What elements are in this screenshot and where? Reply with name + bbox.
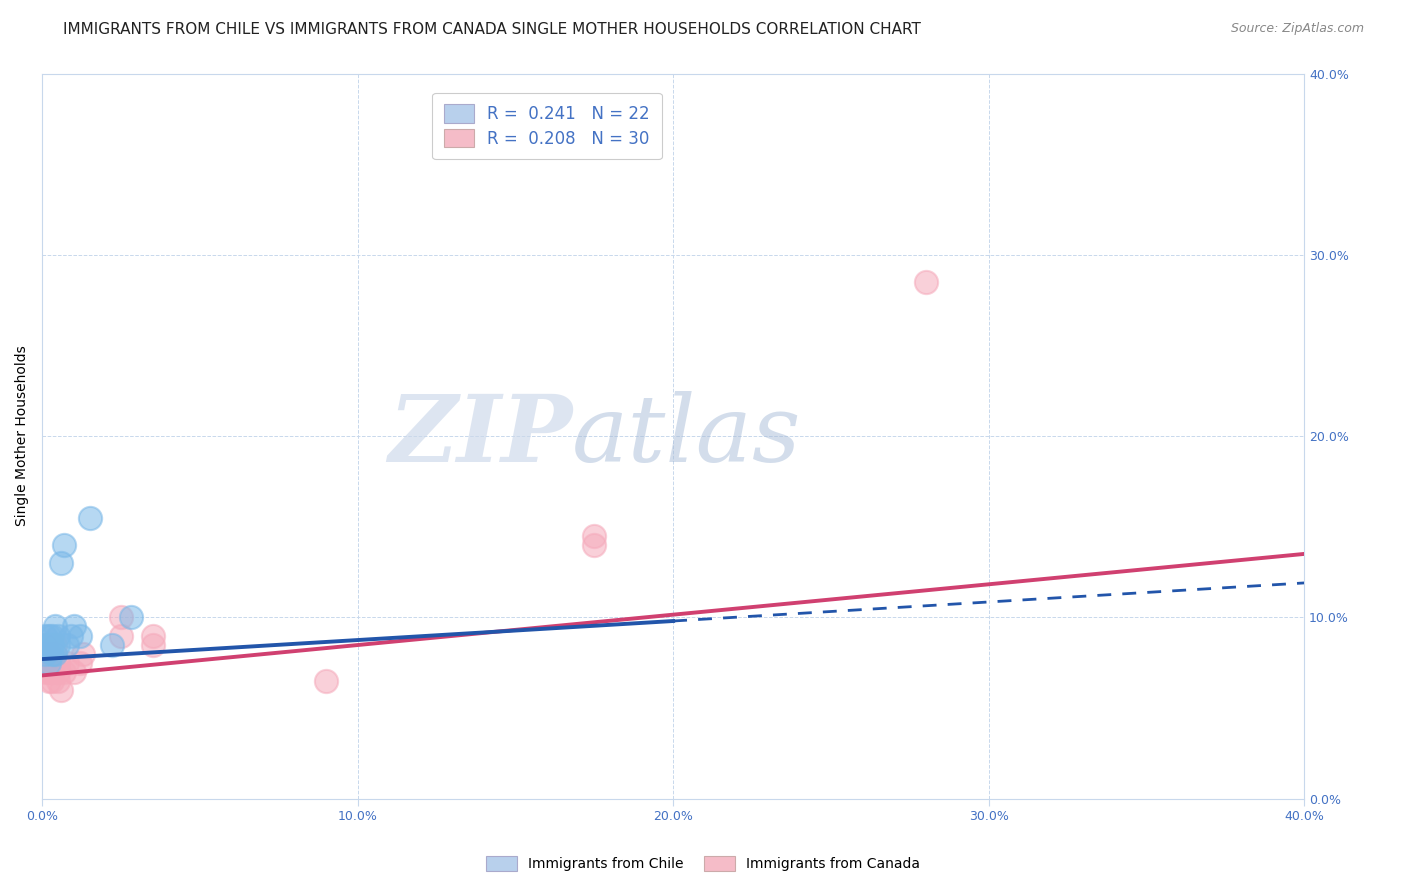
Point xyxy=(34,647,56,661)
Y-axis label: Single Mother Households: Single Mother Households xyxy=(15,346,30,526)
Point xyxy=(41,647,63,661)
Point xyxy=(34,638,56,652)
Point xyxy=(120,610,142,624)
Text: atlas: atlas xyxy=(572,391,801,481)
Point xyxy=(46,628,69,642)
Point xyxy=(49,556,72,570)
Point xyxy=(34,665,56,679)
Point xyxy=(62,665,84,679)
Point xyxy=(110,628,132,642)
Point xyxy=(62,619,84,633)
Point xyxy=(34,638,56,652)
Point xyxy=(110,610,132,624)
Text: Source: ZipAtlas.com: Source: ZipAtlas.com xyxy=(1230,22,1364,36)
Point xyxy=(34,647,56,661)
Point xyxy=(44,638,66,652)
Text: ZIP: ZIP xyxy=(388,391,572,481)
Legend: Immigrants from Chile, Immigrants from Canada: Immigrants from Chile, Immigrants from C… xyxy=(479,849,927,878)
Point xyxy=(59,628,82,642)
Point xyxy=(37,673,59,688)
Point xyxy=(914,275,936,289)
Point xyxy=(37,647,59,661)
Point xyxy=(34,656,56,670)
Point xyxy=(583,538,606,552)
Point xyxy=(37,656,59,670)
Point xyxy=(46,665,69,679)
Point xyxy=(46,656,69,670)
Point xyxy=(37,665,59,679)
Point xyxy=(100,638,122,652)
Text: IMMIGRANTS FROM CHILE VS IMMIGRANTS FROM CANADA SINGLE MOTHER HOUSEHOLDS CORRELA: IMMIGRANTS FROM CHILE VS IMMIGRANTS FROM… xyxy=(63,22,921,37)
Point xyxy=(37,638,59,652)
Point xyxy=(41,673,63,688)
Point xyxy=(41,638,63,652)
Point xyxy=(49,682,72,697)
Point xyxy=(69,656,91,670)
Point xyxy=(142,638,165,652)
Legend: R =  0.241   N = 22, R =  0.208   N = 30: R = 0.241 N = 22, R = 0.208 N = 30 xyxy=(432,93,662,160)
Point xyxy=(44,647,66,661)
Point xyxy=(41,656,63,670)
Point xyxy=(56,638,79,652)
Point xyxy=(53,665,76,679)
Point xyxy=(56,656,79,670)
Point xyxy=(315,673,337,688)
Point xyxy=(41,665,63,679)
Point xyxy=(142,628,165,642)
Point xyxy=(37,628,59,642)
Point xyxy=(37,656,59,670)
Point xyxy=(69,628,91,642)
Point xyxy=(53,538,76,552)
Point xyxy=(44,619,66,633)
Point xyxy=(46,638,69,652)
Point xyxy=(34,628,56,642)
Point xyxy=(583,529,606,543)
Point xyxy=(72,647,94,661)
Point xyxy=(46,673,69,688)
Point xyxy=(79,510,101,524)
Point xyxy=(41,628,63,642)
Point xyxy=(44,647,66,661)
